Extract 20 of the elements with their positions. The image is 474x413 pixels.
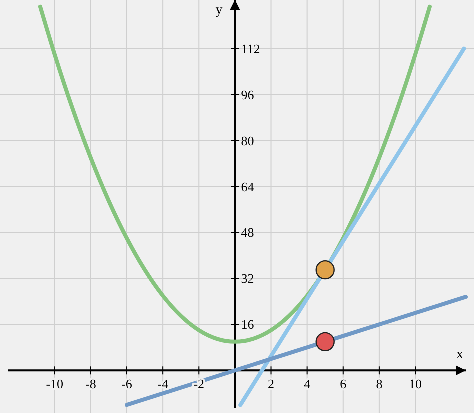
y-tick-label: 64: [241, 179, 255, 194]
y-tick-label: 16: [241, 317, 255, 332]
x-tick-label: 2: [268, 376, 275, 392]
y-tick-label: 96: [241, 87, 255, 102]
x-tick-label: 4: [304, 376, 312, 392]
y-tick-label: 48: [241, 225, 254, 240]
y-axis-title: y: [216, 3, 223, 18]
x-tick-label: 8: [376, 376, 383, 392]
x-tick-label: -10: [46, 376, 64, 392]
x-tick-label: -6: [122, 376, 133, 392]
x-tick-label: -4: [158, 376, 169, 392]
x-tick-label: -2: [194, 376, 205, 392]
x-tick-label: 6: [340, 376, 348, 392]
y-tick-label: 32: [241, 271, 254, 286]
line-series: [38, 4, 432, 344]
x-tick-label: 10: [409, 376, 422, 392]
y-tick-label: 112: [241, 41, 260, 56]
x-tick-label: -8: [86, 376, 96, 392]
x-axis-title: x: [456, 348, 464, 363]
y-tick-label: 80: [241, 133, 254, 148]
